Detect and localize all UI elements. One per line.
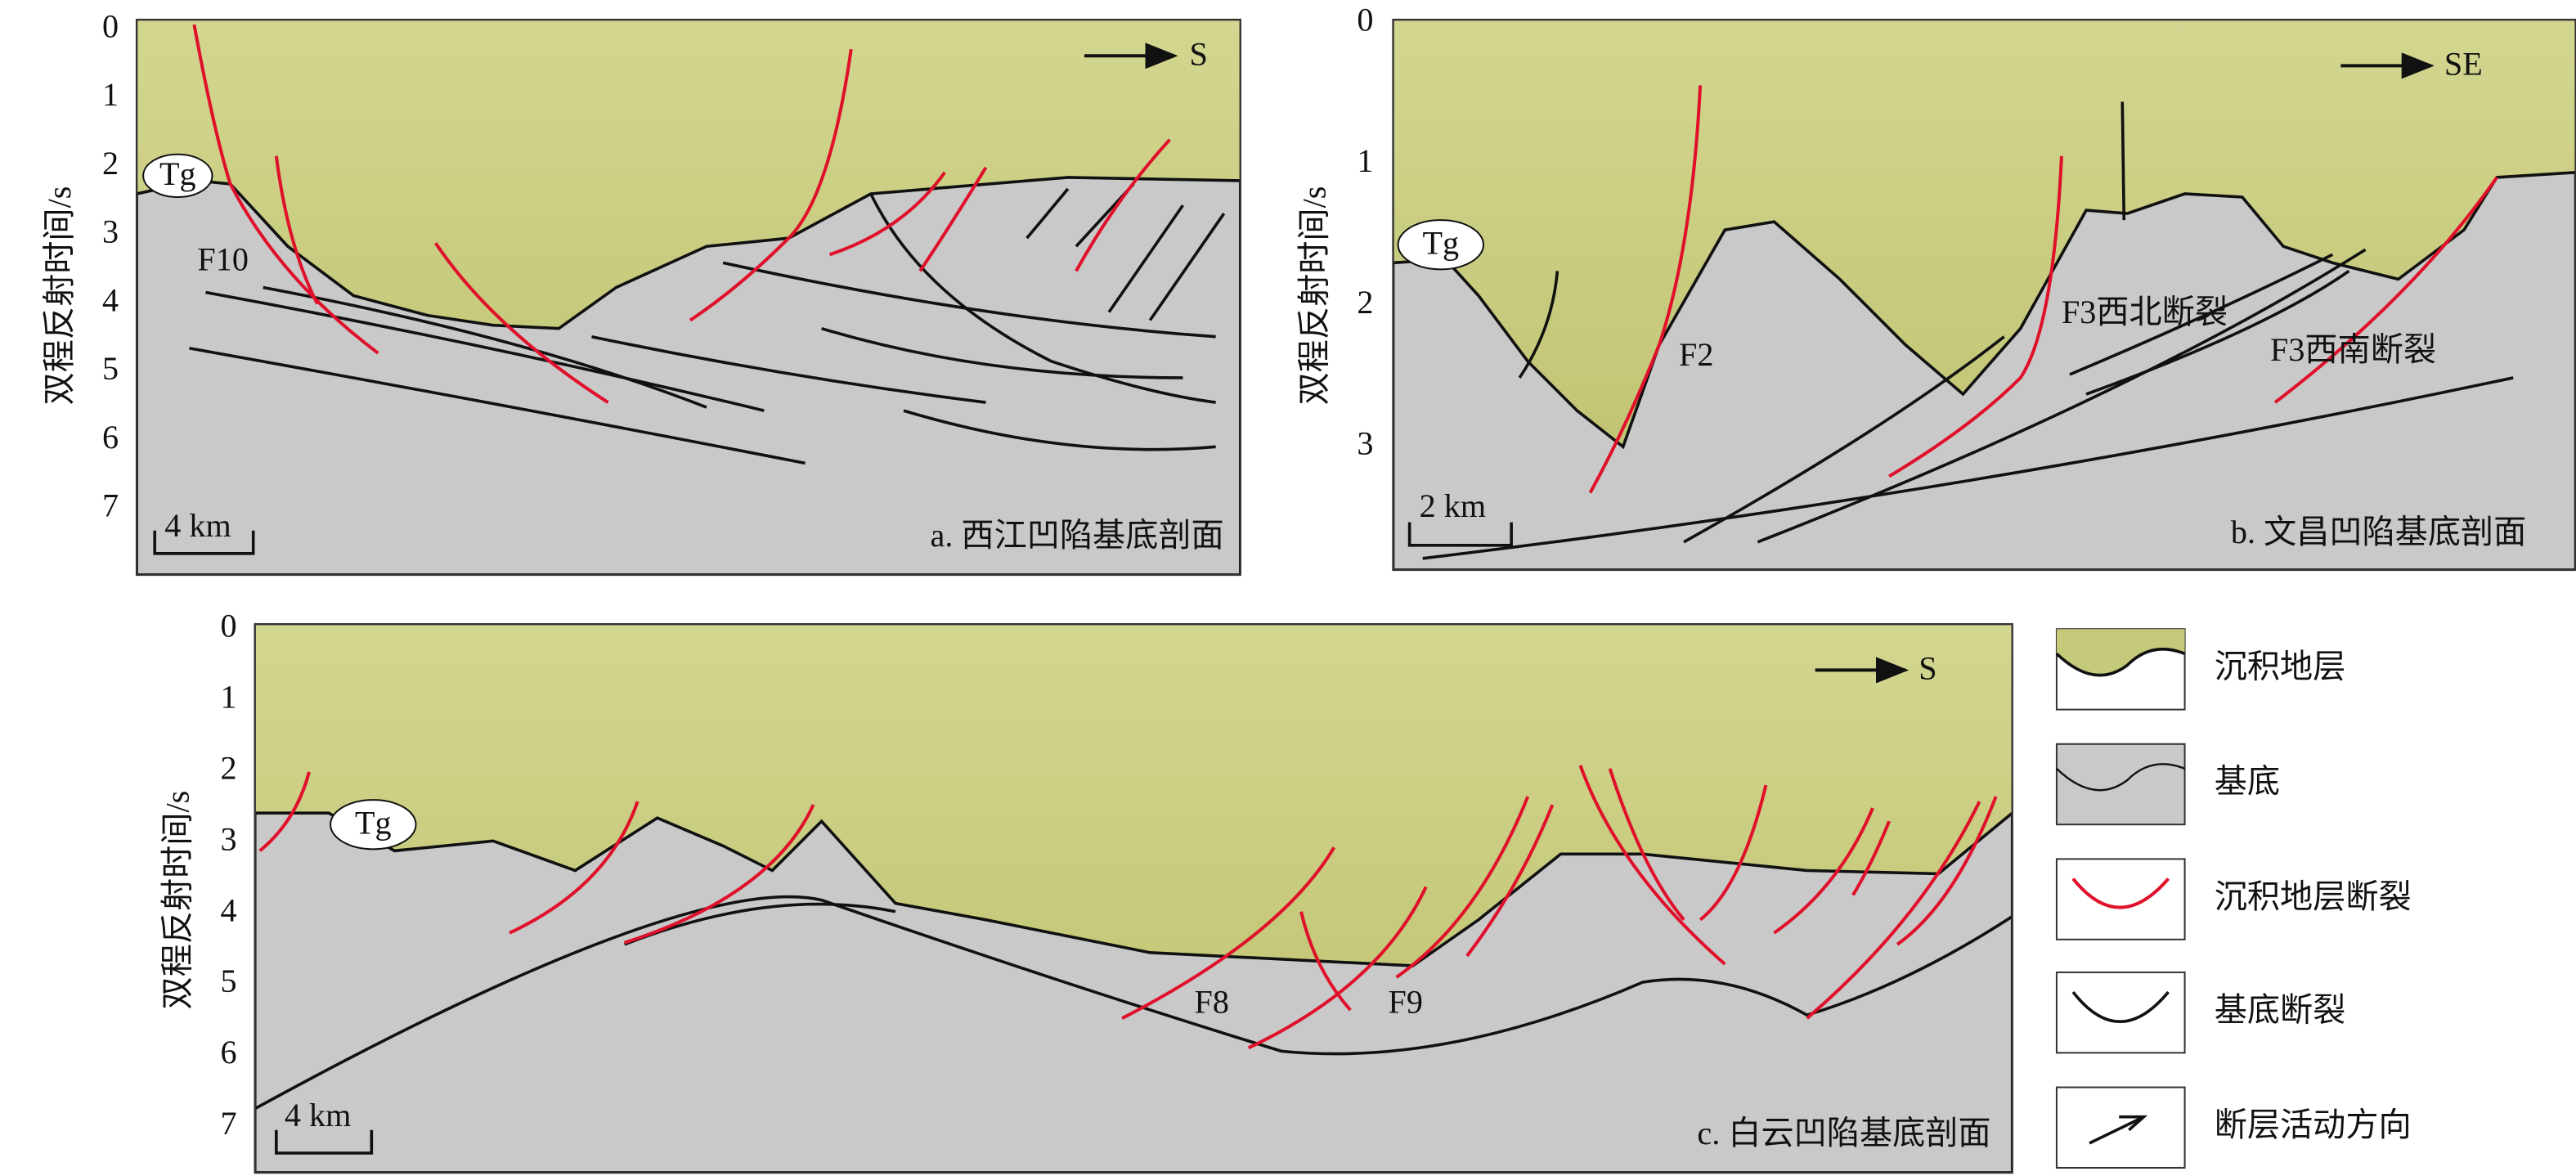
- y-tick-label: 0: [221, 607, 237, 644]
- fault-label: F2: [1679, 336, 1713, 373]
- legend-label: 断层活动方向: [2215, 1106, 2412, 1143]
- scale-bar: [275, 1129, 374, 1155]
- tg-ellipse: [142, 153, 213, 199]
- scale-bar: [153, 530, 255, 555]
- fault-label: F10: [197, 241, 248, 278]
- y-tick-label: 2: [1357, 284, 1373, 321]
- fault-label: F3西南断裂: [2270, 331, 2436, 368]
- panel-a: [137, 20, 1241, 575]
- y-tick-label: 3: [221, 820, 237, 857]
- axis-label: 双程反射时间/s: [159, 791, 196, 1010]
- scale-bar: [1407, 522, 1513, 547]
- direction: S: [1919, 650, 1936, 687]
- panel-b: [1393, 20, 2576, 570]
- fault-label: F3西北断裂: [2062, 294, 2228, 330]
- caption: c. 白云凹陷基底剖面: [1697, 1115, 1990, 1151]
- faults: [189, 24, 1226, 465]
- fault-label: F8: [1195, 983, 1229, 1020]
- basement: [137, 176, 1241, 575]
- scale: 4 km: [164, 507, 231, 544]
- tg: Tg: [355, 804, 392, 841]
- direction: S: [1189, 36, 1207, 73]
- frame: [254, 622, 2013, 1174]
- tg: Tg: [159, 155, 196, 192]
- scale: 2 km: [1420, 487, 1486, 524]
- direction: SE: [2444, 46, 2483, 83]
- y-tick-label: 2: [102, 145, 119, 182]
- y-tick-label: 3: [1357, 424, 1373, 461]
- tg: Tg: [1422, 224, 1459, 261]
- legend-label: 基底: [2215, 763, 2280, 800]
- y-tick-label: 0: [1357, 1, 1373, 38]
- basement: [254, 810, 2013, 1173]
- y-tick-label: 7: [102, 487, 119, 524]
- y-tick-label: 7: [221, 1105, 237, 1142]
- caption: b. 文昌凹陷基底剖面: [2231, 514, 2526, 550]
- legend-label: 沉积地层断裂: [2215, 878, 2412, 915]
- axis-label: 双程反射时间/s: [1295, 186, 1332, 406]
- tg-ellipse: [330, 799, 417, 851]
- y-tick-label: 1: [102, 76, 119, 113]
- caption: a. 西江凹陷基底剖面: [931, 517, 1224, 554]
- faults: [1422, 85, 2514, 560]
- panel-c: [254, 624, 2013, 1173]
- y-tick-label: 1: [221, 678, 237, 715]
- y-tick-label: 5: [221, 963, 237, 999]
- legend-label: 基底断裂: [2215, 991, 2346, 1028]
- tg-ellipse: [1397, 219, 1485, 271]
- y-tick-label: 0: [102, 7, 119, 44]
- y-tick-label: 5: [102, 350, 119, 387]
- legend-label: 沉积地层: [2215, 649, 2346, 685]
- y-tick-label: 6: [102, 419, 119, 456]
- fault-label: F9: [1389, 983, 1423, 1020]
- scale: 4 km: [285, 1097, 351, 1133]
- y-tick-label: 1: [1357, 142, 1373, 179]
- faults: [254, 765, 2013, 1111]
- y-tick-label: 2: [221, 749, 237, 786]
- y-tick-label: 6: [221, 1034, 237, 1071]
- frame: [135, 18, 1241, 577]
- y-tick-label: 4: [102, 281, 119, 318]
- legend: [2055, 628, 2186, 1169]
- y-tick-label: 3: [102, 213, 119, 250]
- axis-label: 双程反射时间/s: [41, 186, 78, 406]
- y-tick-label: 4: [221, 891, 237, 928]
